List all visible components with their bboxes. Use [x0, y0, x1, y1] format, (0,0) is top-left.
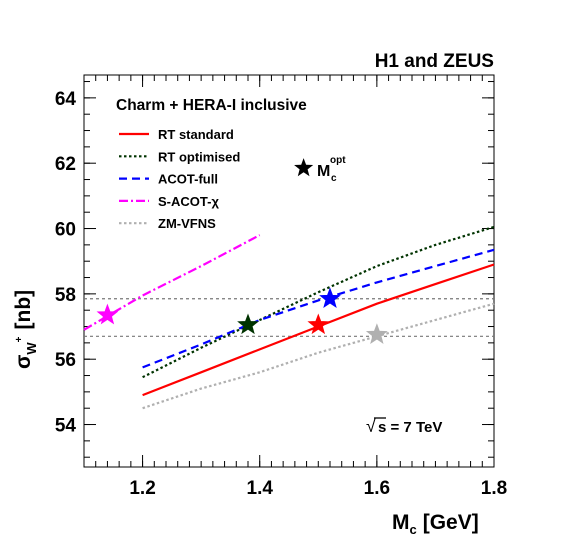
series-marker-star-0 [307, 313, 330, 335]
y-label-sup: + [14, 336, 25, 342]
legend-label: RT optimised [158, 149, 240, 164]
y-label-unit: [nb] [12, 290, 35, 330]
y-tick-label: 58 [55, 285, 76, 306]
energy-annotation: √ s = 7 TeV [366, 416, 442, 436]
sqrt-symbol: √ [366, 416, 376, 436]
axes: 1.2 1.4 1.6 1.8 54 56 58 60 62 64 [55, 75, 507, 499]
series-line-1 [142, 225, 495, 379]
series-marker-star-2 [319, 287, 341, 309]
series-marker-star-4 [365, 323, 388, 344]
legend-label: ACOT-full [158, 172, 218, 187]
y-tick-label: 62 [55, 154, 76, 175]
series-line-3 [83, 234, 261, 331]
series-line-4 [142, 302, 495, 410]
legend: RT standard RT optimised ACOT-full S-ACOT-χ… [119, 127, 240, 231]
marker-legend-star [294, 158, 314, 177]
y-label-base: σ [12, 355, 35, 369]
y-label-sub: W [24, 342, 39, 355]
series-line-0 [142, 263, 495, 397]
x-label-unit: [GeV] [423, 511, 479, 534]
marker-legend-base: M [317, 163, 330, 180]
y-axis-label: σW+ [nb] [12, 290, 39, 369]
x-tick-label: 1.4 [247, 478, 274, 499]
x-label-base: M [392, 511, 410, 534]
reference-lines [84, 298, 494, 337]
x-tick-label: 1.6 [364, 478, 390, 499]
annotation-text: s = 7 TeV [378, 419, 442, 436]
marker-legend-sup: opt [330, 155, 346, 166]
legend-label: RT standard [158, 127, 234, 142]
x-tick-label: 1.8 [481, 478, 507, 499]
y-tick-label: 56 [55, 350, 76, 371]
y-tick-label: 64 [55, 89, 77, 110]
x-axis-label: Mc [GeV] [392, 511, 479, 537]
series-marker-star-3 [96, 303, 119, 325]
marker-legend: M c opt [294, 155, 346, 184]
legend-label: S-ACOT-χ [158, 194, 219, 209]
y-axis-label-text: σW+ [nb] [12, 290, 39, 369]
series-curves [83, 225, 495, 410]
x-label-sub: c [410, 522, 417, 537]
marker-legend-sub: c [331, 173, 337, 184]
series-marker-star-1 [237, 313, 259, 335]
corner-label: H1 and ZEUS [375, 51, 494, 72]
plot-frame [83, 74, 495, 468]
x-tick-label: 1.2 [129, 478, 155, 499]
series-line-2 [142, 248, 495, 369]
legend-label: ZM-VFNS [158, 216, 216, 231]
series-markers [96, 287, 388, 344]
panel-title: Charm + HERA-I inclusive [116, 97, 307, 114]
y-tick-label: 54 [55, 416, 77, 437]
y-tick-label: 60 [55, 220, 76, 241]
